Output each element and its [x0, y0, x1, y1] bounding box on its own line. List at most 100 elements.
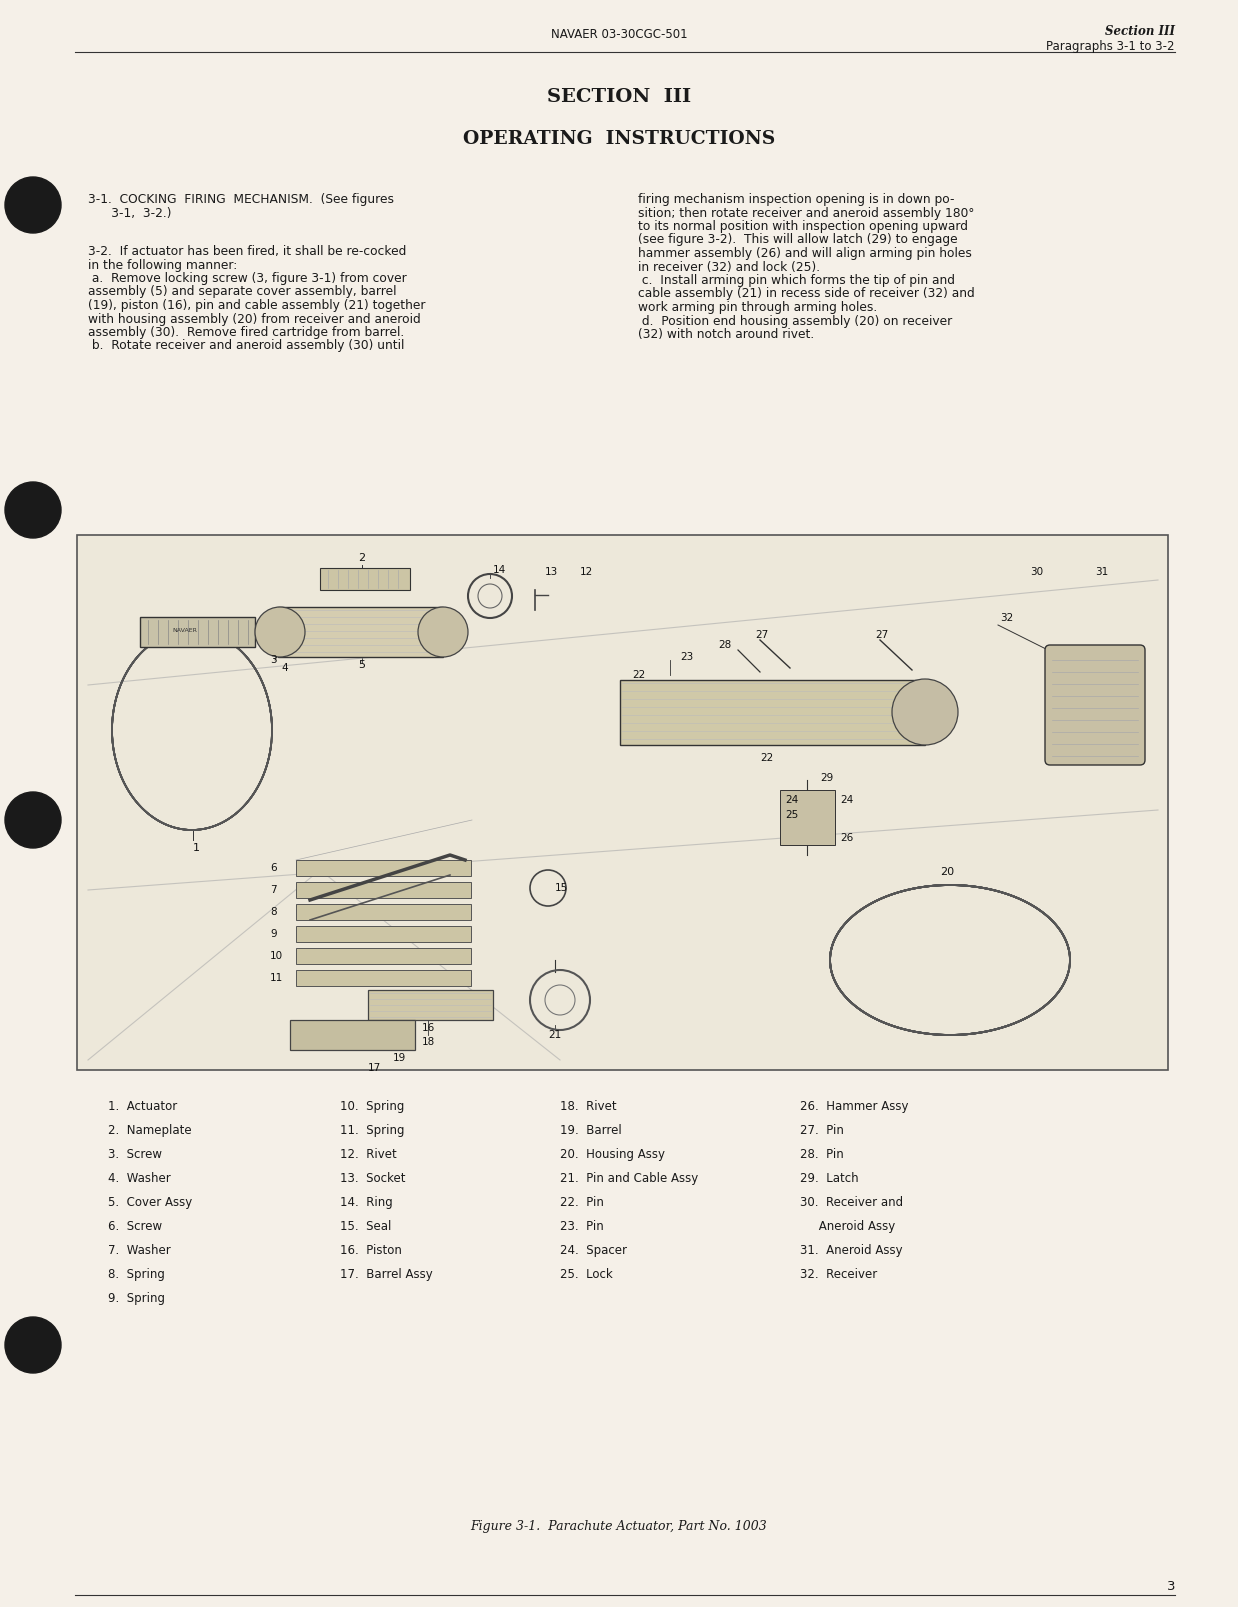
Bar — [140, 617, 255, 648]
Text: 22: 22 — [760, 754, 774, 763]
Text: assembly (30).  Remove fired cartridge from barrel.: assembly (30). Remove fired cartridge fr… — [88, 326, 405, 339]
Text: 22.  Pin: 22. Pin — [560, 1196, 604, 1208]
Text: 25.  Lock: 25. Lock — [560, 1268, 613, 1281]
Text: 20: 20 — [940, 868, 954, 877]
Text: b.  Rotate receiver and aneroid assembly (30) until: b. Rotate receiver and aneroid assembly … — [88, 339, 405, 352]
Bar — [296, 971, 470, 987]
Text: 11.  Spring: 11. Spring — [340, 1123, 405, 1138]
Bar — [279, 607, 443, 657]
Text: 27.  Pin: 27. Pin — [800, 1123, 844, 1138]
Text: 9: 9 — [270, 929, 276, 938]
Bar — [290, 1020, 415, 1049]
Text: 24: 24 — [785, 795, 799, 805]
Text: 12: 12 — [579, 567, 593, 577]
Text: OPERATING  INSTRUCTIONS: OPERATING INSTRUCTIONS — [463, 130, 775, 148]
Text: NAVAER: NAVAER — [172, 628, 197, 633]
Text: 8: 8 — [270, 906, 276, 918]
Text: in receiver (32) and lock (25).: in receiver (32) and lock (25). — [638, 260, 820, 273]
Text: 30: 30 — [1030, 567, 1044, 577]
Text: 21: 21 — [548, 1030, 562, 1040]
Text: 26.  Hammer Assy: 26. Hammer Assy — [800, 1101, 909, 1114]
Bar — [77, 535, 1167, 1070]
Text: 10: 10 — [270, 951, 284, 961]
Text: 2: 2 — [359, 553, 365, 562]
Text: 21.  Pin and Cable Assy: 21. Pin and Cable Assy — [560, 1172, 698, 1184]
Text: (see figure 3-2).  This will allow latch (29) to engage: (see figure 3-2). This will allow latch … — [638, 233, 958, 246]
Text: 27: 27 — [755, 630, 769, 640]
Text: 7: 7 — [270, 885, 276, 895]
Text: 20.  Housing Assy: 20. Housing Assy — [560, 1147, 665, 1160]
Text: 9.  Spring: 9. Spring — [108, 1292, 165, 1305]
Text: 16: 16 — [421, 1024, 435, 1033]
Text: 17.  Barrel Assy: 17. Barrel Assy — [340, 1268, 433, 1281]
Text: work arming pin through arming holes.: work arming pin through arming holes. — [638, 301, 878, 313]
Text: 3-1.  COCKING  FIRING  MECHANISM.  (See figures: 3-1. COCKING FIRING MECHANISM. (See figu… — [88, 193, 394, 206]
Bar — [780, 791, 834, 845]
Text: a.  Remove locking screw (3, figure 3-1) from cover: a. Remove locking screw (3, figure 3-1) … — [88, 272, 407, 284]
Text: 3-2.  If actuator has been fired, it shall be re-cocked: 3-2. If actuator has been fired, it shal… — [88, 244, 406, 259]
Text: 3-1,  3-2.): 3-1, 3-2.) — [88, 207, 172, 220]
Text: 14.  Ring: 14. Ring — [340, 1196, 392, 1208]
Bar — [296, 882, 470, 898]
Text: 22: 22 — [633, 670, 645, 680]
Text: 19: 19 — [392, 1053, 406, 1062]
Circle shape — [5, 1318, 61, 1372]
Text: 4.  Washer: 4. Washer — [108, 1172, 171, 1184]
Text: 15.  Seal: 15. Seal — [340, 1220, 391, 1233]
Circle shape — [5, 792, 61, 848]
Bar — [368, 990, 493, 1020]
Text: 23: 23 — [680, 652, 693, 662]
Circle shape — [5, 482, 61, 538]
Text: 19.  Barrel: 19. Barrel — [560, 1123, 621, 1138]
Text: Section III: Section III — [1106, 26, 1175, 39]
Text: 10.  Spring: 10. Spring — [340, 1101, 405, 1114]
Text: 16.  Piston: 16. Piston — [340, 1244, 402, 1257]
Circle shape — [893, 680, 958, 746]
Text: 15: 15 — [555, 882, 568, 893]
FancyBboxPatch shape — [1045, 644, 1145, 765]
Text: 25: 25 — [785, 810, 799, 820]
Text: 13: 13 — [545, 567, 558, 577]
Text: 14: 14 — [493, 566, 506, 575]
Text: hammer assembly (26) and will align arming pin holes: hammer assembly (26) and will align armi… — [638, 247, 972, 260]
Text: 12.  Rivet: 12. Rivet — [340, 1147, 396, 1160]
Text: 3: 3 — [270, 656, 276, 665]
Text: cable assembly (21) in recess side of receiver (32) and: cable assembly (21) in recess side of re… — [638, 288, 974, 301]
Text: 18: 18 — [421, 1037, 435, 1048]
Text: 6.  Screw: 6. Screw — [108, 1220, 162, 1233]
Text: 31.  Aneroid Assy: 31. Aneroid Assy — [800, 1244, 903, 1257]
Text: 7.  Washer: 7. Washer — [108, 1244, 171, 1257]
Text: 27: 27 — [875, 630, 888, 640]
Text: Figure 3-1.  Parachute Actuator, Part No. 1003: Figure 3-1. Parachute Actuator, Part No.… — [470, 1520, 768, 1533]
Text: Aneroid Assy: Aneroid Assy — [800, 1220, 895, 1233]
Text: 8.  Spring: 8. Spring — [108, 1268, 165, 1281]
Circle shape — [255, 607, 305, 657]
Text: (32) with notch around rivet.: (32) with notch around rivet. — [638, 328, 815, 341]
Text: NAVAER 03-30CGC-501: NAVAER 03-30CGC-501 — [551, 27, 687, 42]
Bar — [296, 948, 470, 964]
Text: 29.  Latch: 29. Latch — [800, 1172, 859, 1184]
Text: 28.  Pin: 28. Pin — [800, 1147, 844, 1160]
Text: to its normal position with inspection opening upward: to its normal position with inspection o… — [638, 220, 968, 233]
Text: 3.  Screw: 3. Screw — [108, 1147, 162, 1160]
Text: 5: 5 — [359, 660, 365, 670]
Text: assembly (5) and separate cover assembly, barrel: assembly (5) and separate cover assembly… — [88, 286, 396, 299]
Text: in the following manner:: in the following manner: — [88, 259, 238, 272]
Text: 31: 31 — [1094, 567, 1108, 577]
Text: (19), piston (16), pin and cable assembly (21) together: (19), piston (16), pin and cable assembl… — [88, 299, 426, 312]
Bar — [296, 926, 470, 942]
Bar — [296, 905, 470, 919]
Text: 24.  Spacer: 24. Spacer — [560, 1244, 626, 1257]
Text: 1.  Actuator: 1. Actuator — [108, 1101, 177, 1114]
Text: 29: 29 — [820, 773, 833, 783]
Text: 11: 11 — [270, 972, 284, 983]
Text: 23.  Pin: 23. Pin — [560, 1220, 604, 1233]
Text: Paragraphs 3-1 to 3-2: Paragraphs 3-1 to 3-2 — [1046, 40, 1175, 53]
Text: 17: 17 — [368, 1062, 381, 1073]
Text: 4: 4 — [281, 664, 287, 673]
Text: c.  Install arming pin which forms the tip of pin and: c. Install arming pin which forms the ti… — [638, 275, 954, 288]
Circle shape — [5, 177, 61, 233]
Text: SECTION  III: SECTION III — [547, 88, 691, 106]
Text: 13.  Socket: 13. Socket — [340, 1172, 406, 1184]
Text: 24: 24 — [841, 795, 853, 805]
